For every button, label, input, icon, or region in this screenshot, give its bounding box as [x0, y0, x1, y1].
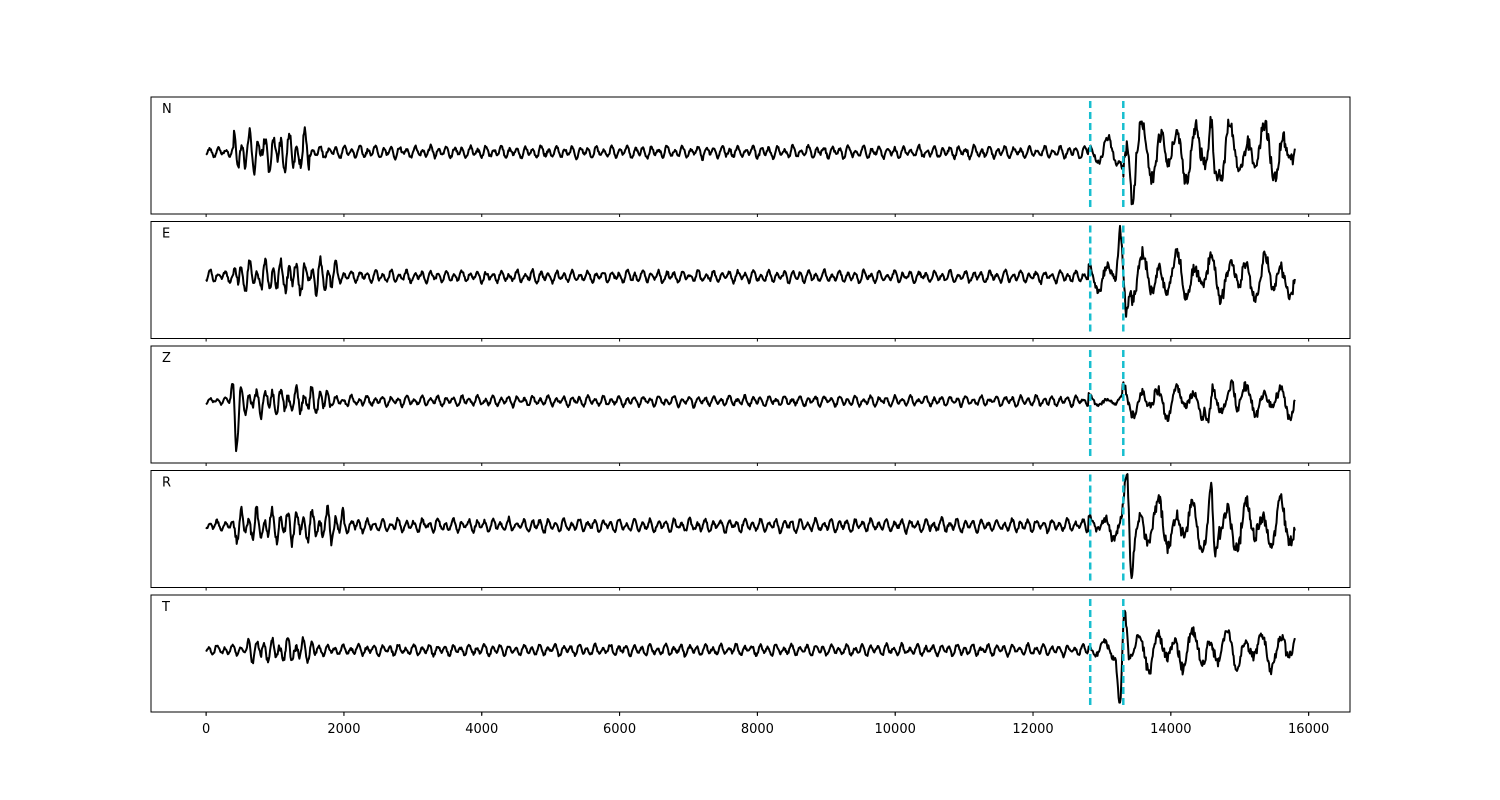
channel-label-t: T [161, 600, 170, 615]
panel-r: R [150, 470, 1351, 591]
panel-t: T [150, 594, 1351, 715]
x-tick-label: 4000 [465, 722, 498, 737]
channel-label-r: R [162, 476, 171, 491]
channel-label-z: Z [162, 351, 171, 366]
x-tick-label: 16000 [1288, 722, 1329, 737]
x-tick-label: 2000 [327, 722, 360, 737]
x-tick-label: 12000 [1012, 722, 1053, 737]
x-tick-label: 6000 [603, 722, 636, 737]
waveform-n [205, 115, 1296, 206]
waveform-z [205, 379, 1296, 453]
x-tick-label: 8000 [741, 722, 774, 737]
x-axis: 0 2000 4000 6000 8000 10000 12000 14000 16000 [202, 712, 1329, 737]
x-tick-label: 14000 [1150, 722, 1191, 737]
channel-label-n: N [162, 102, 172, 117]
waveform-e [205, 224, 1296, 318]
panel-frame-z [150, 345, 1351, 464]
panel-n: N [150, 96, 1351, 217]
panel-frame-r [150, 470, 1351, 588]
panel-frame-n [150, 96, 1351, 215]
x-tick-label: 10000 [875, 722, 916, 737]
panel-frame-e [150, 221, 1351, 339]
channel-label-e: E [162, 227, 170, 242]
x-tick-label: 0 [202, 722, 210, 737]
panel-e: E [150, 221, 1351, 342]
panel-z: Z [150, 345, 1351, 466]
panel-frame-t [150, 594, 1351, 713]
waveform-r [205, 473, 1296, 580]
waveform-t [205, 609, 1296, 704]
channel-panels: N E Z R T [150, 96, 1351, 715]
